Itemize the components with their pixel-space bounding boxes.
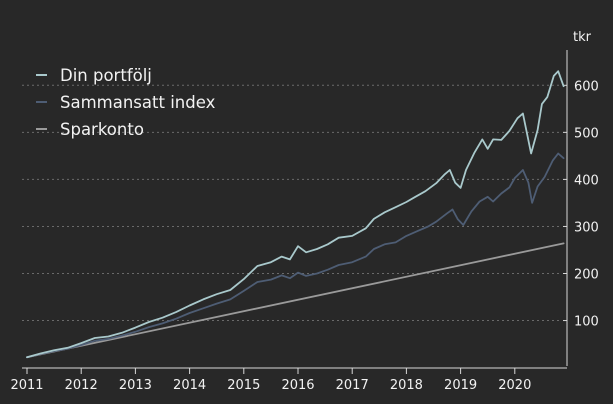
x-tick-label-2019: 2019	[444, 378, 477, 393]
x-tick-label-2018: 2018	[390, 378, 423, 393]
grid-lines	[22, 84, 562, 322]
x-tick-label-2020: 2020	[498, 378, 531, 393]
x-tick-label-2012: 2012	[65, 378, 98, 393]
series-line-sammansatt-index	[26, 152, 565, 359]
legend-label-din-portfolj: Din portfölj	[60, 66, 152, 85]
series-line-din-portf-lj	[26, 70, 565, 359]
x-tick-label-2016: 2016	[281, 378, 314, 393]
legend-label-sammansatt-index: Sammansatt index	[60, 93, 216, 112]
legend-label-sparkonto: Sparkonto	[60, 120, 144, 139]
legend-item-sammansatt-index: Sammansatt index	[36, 93, 216, 112]
x-tick-label-2015: 2015	[227, 378, 260, 393]
legend: Din portfölj Sammansatt index Sparkonto	[36, 66, 216, 139]
x-tick-label-2014: 2014	[173, 378, 206, 393]
y-tick-label-400: 400	[574, 173, 599, 188]
y-unit-label: tkr	[573, 30, 592, 45]
y-tick-label-300: 300	[574, 220, 599, 235]
legend-item-sparkonto: Sparkonto	[36, 120, 144, 139]
x-tick-label-2017: 2017	[336, 378, 369, 393]
x-axis: 2011 2012 2013 2014 2015 2016 2017 2018 2019 2020	[10, 367, 567, 393]
y-tick-label-200: 200	[574, 268, 599, 283]
series-lines	[26, 70, 565, 359]
y-tick-label-600: 600	[574, 79, 599, 94]
x-tick-label-2011: 2011	[10, 378, 43, 393]
x-tick-label-2013: 2013	[119, 378, 152, 393]
legend-item-din-portfolj: Din portfölj	[36, 66, 152, 85]
y-axis: tkr 100 200 300 400 500 600	[563, 30, 599, 366]
series-line-sparkonto	[26, 242, 565, 359]
y-tick-label-100: 100	[574, 315, 599, 330]
y-tick-label-500: 500	[574, 126, 599, 141]
